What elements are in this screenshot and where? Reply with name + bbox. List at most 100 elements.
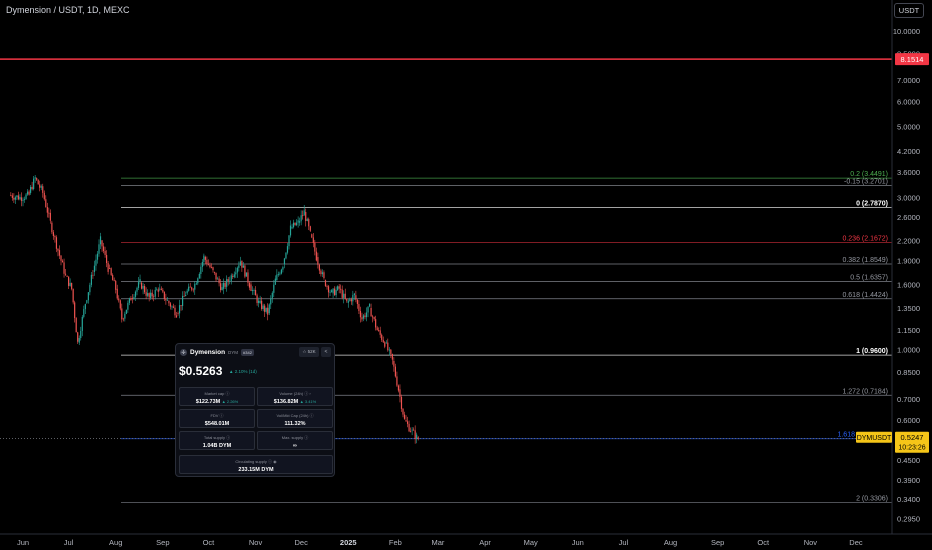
candle[interactable]	[247, 269, 249, 287]
candle[interactable]	[177, 311, 179, 316]
candle[interactable]	[156, 287, 158, 291]
candle[interactable]	[276, 269, 278, 281]
candle[interactable]	[45, 195, 47, 208]
candle[interactable]	[130, 296, 132, 301]
candle[interactable]	[192, 288, 194, 293]
candle[interactable]	[235, 267, 237, 278]
candle[interactable]	[31, 181, 33, 191]
candle[interactable]	[194, 281, 196, 295]
candle[interactable]	[323, 270, 325, 280]
candle[interactable]	[51, 220, 53, 235]
candle[interactable]	[216, 276, 219, 280]
candle[interactable]	[160, 286, 162, 291]
candle[interactable]	[285, 252, 287, 260]
candle[interactable]	[127, 300, 129, 313]
candle[interactable]	[312, 233, 314, 248]
candle[interactable]	[87, 292, 89, 304]
candle[interactable]	[277, 271, 279, 277]
candle[interactable]	[329, 289, 331, 296]
candle[interactable]	[204, 255, 206, 265]
candle[interactable]	[188, 283, 190, 292]
candle[interactable]	[402, 408, 404, 418]
candle[interactable]	[343, 290, 345, 304]
candle[interactable]	[226, 275, 228, 292]
candle[interactable]	[324, 279, 327, 287]
candle[interactable]	[107, 261, 109, 275]
candle[interactable]	[265, 307, 267, 314]
candle[interactable]	[78, 335, 80, 346]
candle[interactable]	[89, 282, 91, 296]
candle[interactable]	[297, 216, 299, 228]
candle[interactable]	[14, 195, 16, 205]
candle[interactable]	[218, 276, 220, 287]
watchlist-button[interactable]: ☆ 52K	[299, 347, 319, 357]
candle[interactable]	[361, 312, 363, 322]
candle[interactable]	[150, 289, 152, 300]
candle[interactable]	[344, 288, 346, 300]
candle[interactable]	[63, 258, 65, 278]
candle[interactable]	[178, 299, 181, 319]
candle[interactable]	[341, 285, 343, 300]
candle[interactable]	[236, 266, 238, 278]
candle[interactable]	[397, 384, 400, 393]
candle[interactable]	[34, 175, 36, 183]
candle[interactable]	[370, 303, 372, 317]
candle[interactable]	[195, 281, 197, 285]
candle[interactable]	[68, 276, 70, 289]
candle[interactable]	[77, 331, 79, 344]
candle[interactable]	[66, 275, 68, 277]
candle[interactable]	[283, 257, 286, 269]
candle[interactable]	[338, 284, 340, 294]
candle[interactable]	[376, 325, 378, 331]
candle[interactable]	[248, 281, 251, 291]
candle[interactable]	[210, 263, 213, 269]
candle[interactable]	[151, 289, 153, 300]
candle[interactable]	[271, 291, 273, 303]
candle[interactable]	[302, 210, 304, 220]
candle[interactable]	[326, 284, 328, 290]
candle[interactable]	[408, 420, 410, 433]
candle[interactable]	[86, 299, 88, 304]
candle[interactable]	[165, 293, 167, 305]
candle[interactable]	[203, 253, 205, 267]
candle[interactable]	[58, 245, 61, 259]
candle[interactable]	[373, 316, 375, 321]
candle[interactable]	[356, 298, 358, 309]
candle[interactable]	[224, 281, 226, 289]
candle[interactable]	[355, 290, 357, 303]
candle[interactable]	[256, 293, 258, 306]
candle[interactable]	[230, 273, 232, 285]
candle[interactable]	[332, 288, 334, 299]
candle[interactable]	[394, 363, 396, 378]
candle[interactable]	[139, 274, 141, 285]
candle[interactable]	[128, 297, 130, 306]
candle[interactable]	[16, 195, 18, 200]
candle[interactable]	[399, 384, 401, 403]
candle[interactable]	[69, 278, 71, 287]
share-button[interactable]: <	[321, 347, 331, 357]
candle[interactable]	[294, 222, 296, 226]
candle[interactable]	[40, 184, 42, 191]
candle[interactable]	[396, 371, 398, 387]
candle[interactable]	[75, 317, 77, 333]
candle[interactable]	[315, 247, 317, 262]
candle[interactable]	[417, 436, 419, 441]
candle[interactable]	[286, 242, 289, 255]
candle[interactable]	[133, 293, 135, 301]
candle[interactable]	[384, 341, 386, 349]
candle[interactable]	[148, 292, 150, 302]
candle[interactable]	[365, 307, 368, 322]
candle[interactable]	[414, 425, 416, 444]
candle[interactable]	[122, 317, 124, 322]
candle[interactable]	[106, 250, 108, 268]
candle[interactable]	[42, 183, 44, 198]
candle[interactable]	[92, 269, 94, 279]
candle[interactable]	[273, 280, 275, 298]
candle[interactable]	[289, 220, 292, 238]
candle[interactable]	[10, 192, 12, 197]
candle[interactable]	[157, 287, 159, 298]
candle[interactable]	[232, 273, 234, 280]
candle[interactable]	[64, 269, 67, 276]
candle[interactable]	[102, 242, 105, 254]
